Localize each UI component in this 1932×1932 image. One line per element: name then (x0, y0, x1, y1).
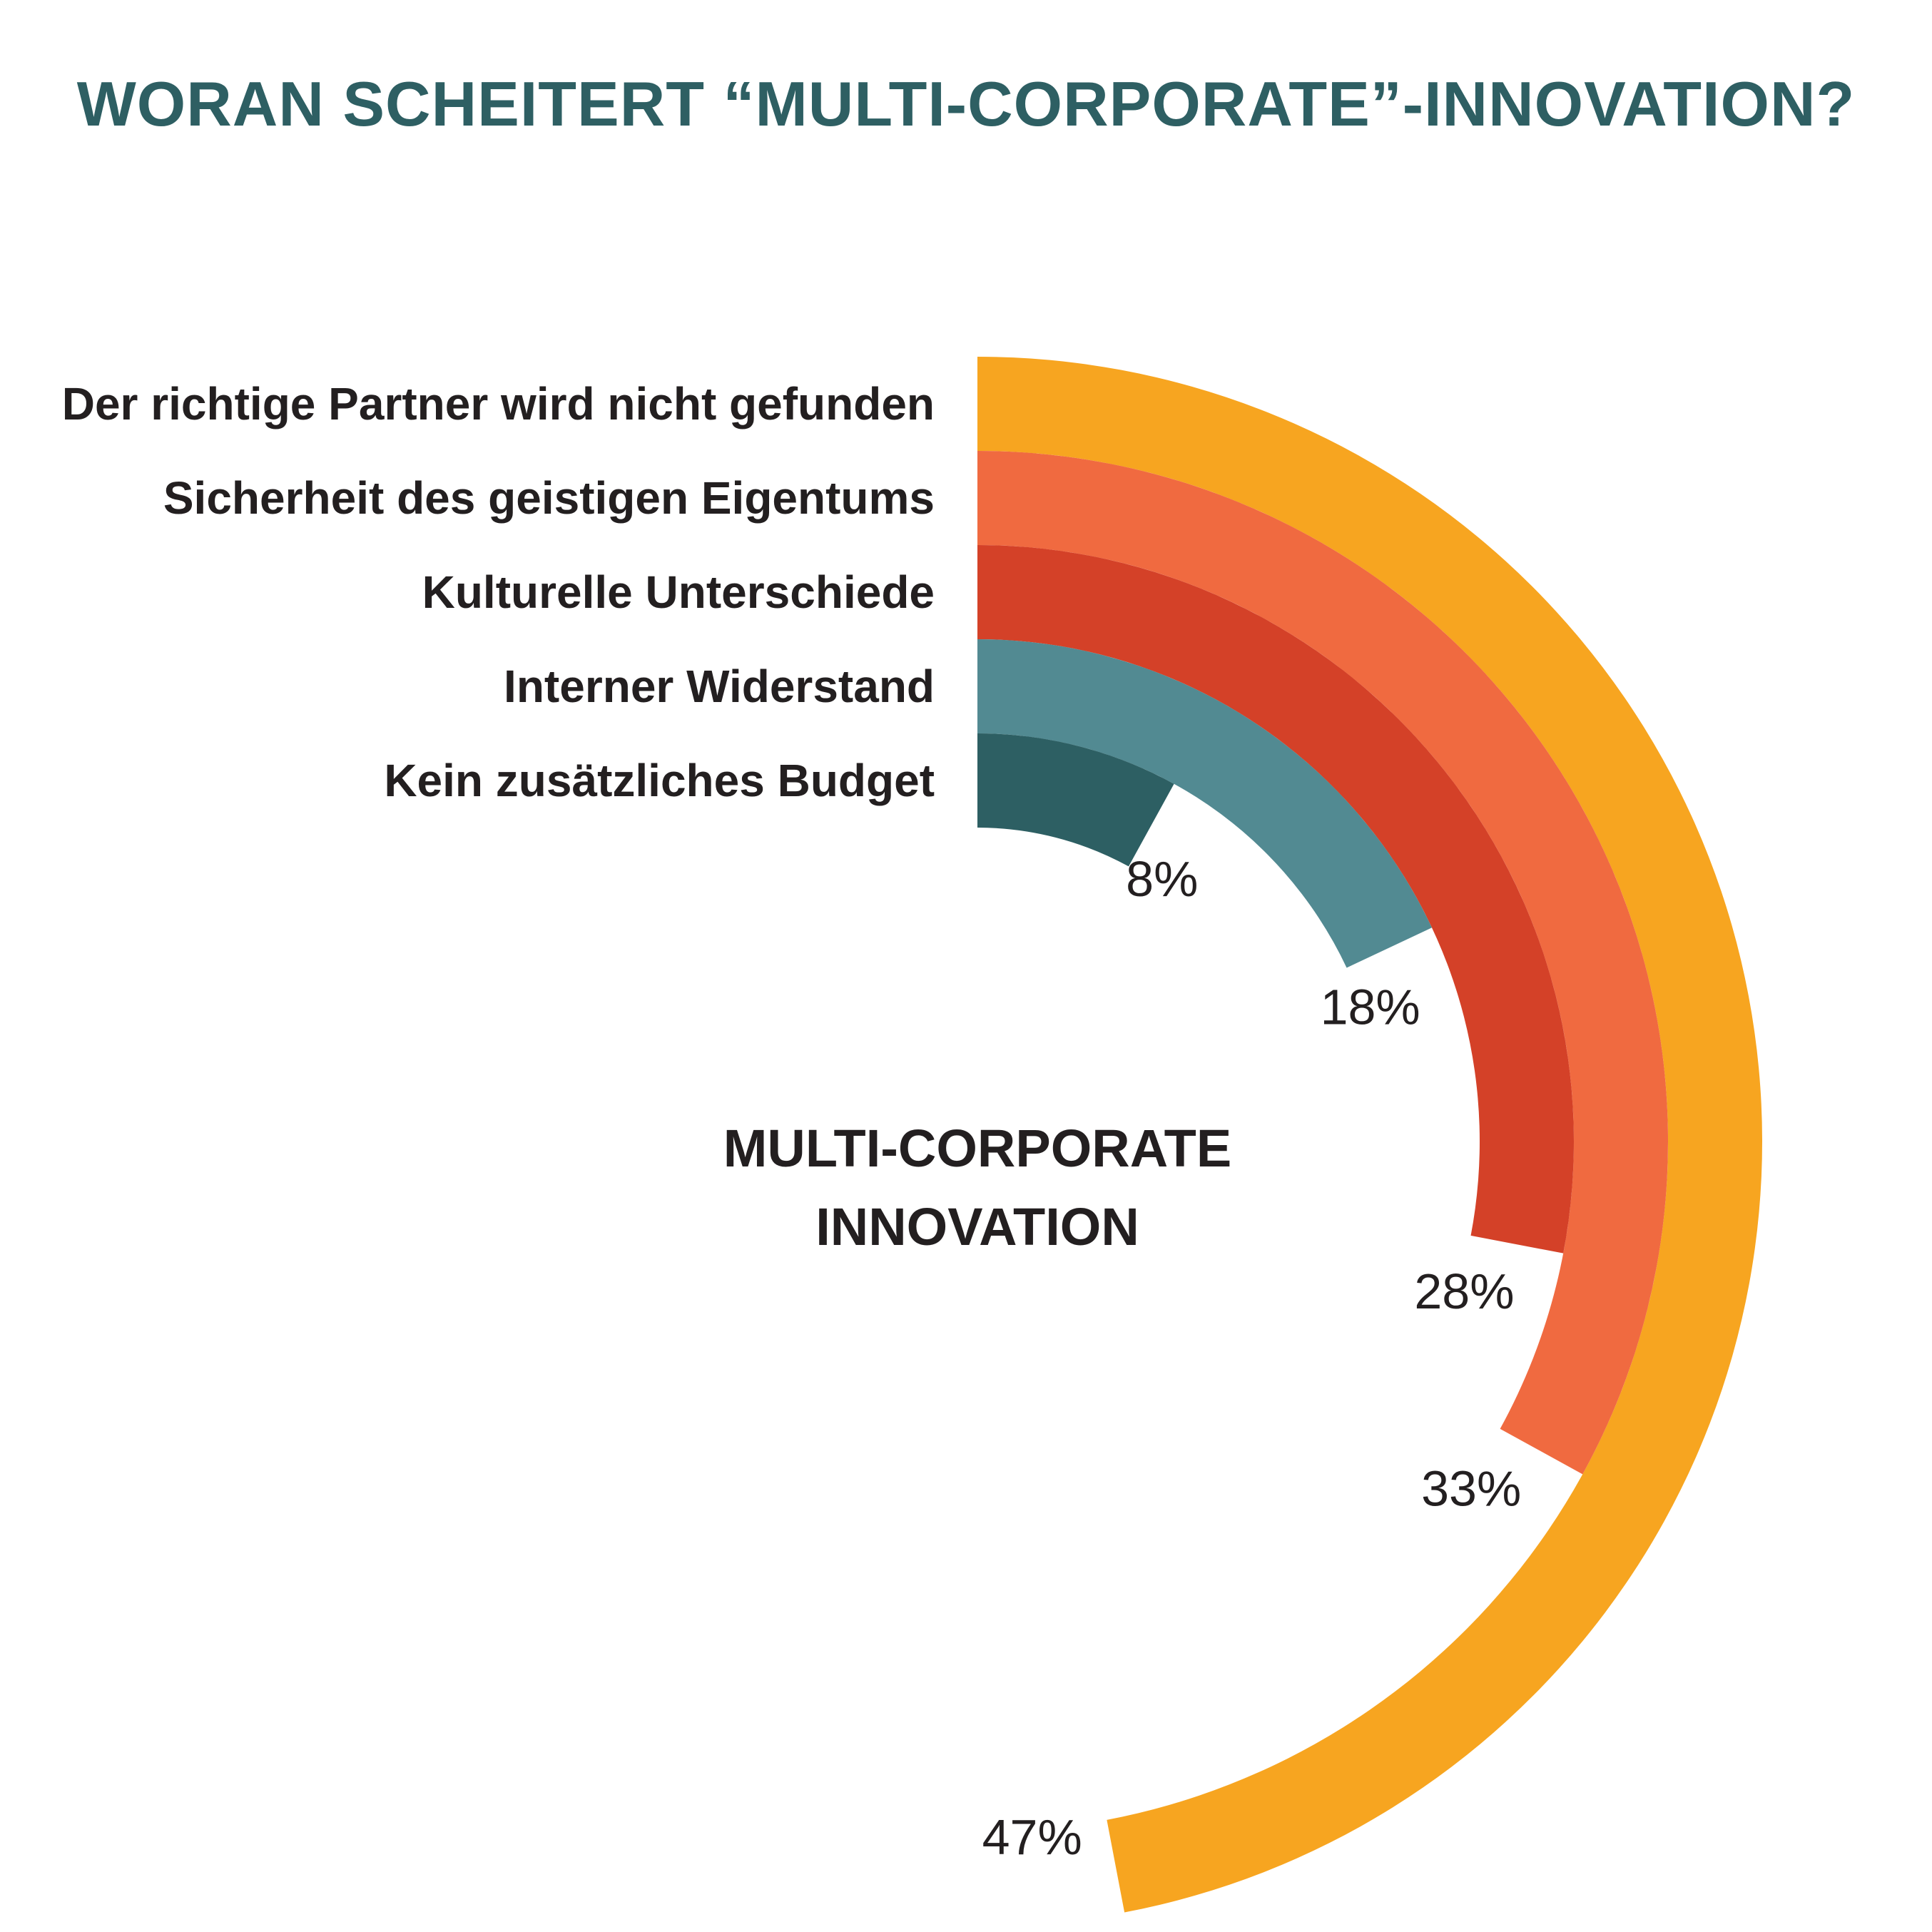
arc-kulturelle-unterschiede (977, 545, 1574, 1254)
arc-kein-zus-tzliches-budget (977, 733, 1174, 867)
category-label-kulturelle-unterschiede: Kulturelle Unterschiede (422, 566, 935, 618)
value-label-der-richtige-partner-wird-nicht-gefunden: 47% (982, 1809, 1082, 1865)
arc-der-richtige-partner-wird-nicht-gefunden (977, 357, 1762, 1913)
arc-interner-widerstand (977, 639, 1432, 968)
value-labels: 47% 33% 28% 18% 8% (982, 851, 1522, 1865)
value-label-sicherheit-des-geistigen-eigentums: 33% (1421, 1460, 1521, 1516)
chart-arcs (977, 357, 1762, 1913)
chart-title: WORAN SCHEITERT “MULTI-CORPORATE”-INNOVA… (76, 68, 1856, 139)
value-label-interner-widerstand: 18% (1321, 980, 1420, 1035)
category-label-kein-zus-tzliches-budget: Kein zusätzliches Budget (384, 755, 935, 806)
arc-sicherheit-des-geistigen-eigentums (977, 451, 1668, 1475)
center-label-line-2: INNOVATION (815, 1197, 1139, 1256)
category-label-der-richtige-partner-wird-nicht-gefunden: Der richtige Partner wird nicht gefunden (62, 378, 935, 429)
category-label-sicherheit-des-geistigen-eigentums: Sicherheit des geistigen Eigentums (163, 472, 935, 524)
category-labels: Der richtige Partner wird nicht gefunden… (62, 378, 935, 806)
value-label-kein-zus-tzliches-budget: 8% (1126, 851, 1198, 907)
value-label-kulturelle-unterschiede: 28% (1414, 1264, 1514, 1319)
center-label-line-1: MULTI-CORPORATE (723, 1119, 1232, 1178)
category-label-interner-widerstand: Interner Widerstand (504, 661, 935, 712)
